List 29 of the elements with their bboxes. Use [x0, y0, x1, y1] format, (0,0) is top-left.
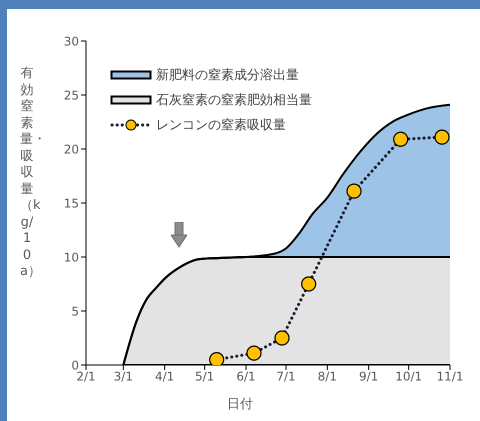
y-tick-label: 10 — [64, 250, 79, 264]
text: 有効窒素量・吸収量（kg/10a） — [20, 66, 46, 279]
x-tick-label: 4/1 — [155, 370, 174, 384]
x-tick-label: 2/1 — [76, 370, 96, 384]
y-tick-label: 25 — [64, 88, 79, 102]
x-tick-label: 6/1 — [236, 370, 256, 384]
x-tick-label: 3/1 — [114, 370, 133, 384]
y-tick-label: 20 — [64, 142, 79, 156]
point — [346, 184, 362, 199]
y-tick-label: 5 — [71, 304, 79, 318]
y-tick-label: 15 — [64, 196, 79, 210]
legend-label: 石灰窒素の窒素肥効相当量 — [156, 92, 312, 108]
x-tick-label: 5/1 — [195, 370, 214, 384]
x-tick-label: 11/1 — [436, 370, 464, 384]
point — [274, 330, 290, 346]
x-tick-label: 10/1 — [395, 370, 422, 384]
point — [301, 276, 316, 292]
x-tick-label: 8/1 — [318, 370, 337, 384]
point — [209, 352, 224, 365]
y-tick-label: 30 — [64, 34, 79, 48]
point — [434, 130, 450, 145]
legend-label: 新肥料の窒素成分溶出量 — [156, 66, 299, 84]
x-tick-label: 7/1 — [276, 370, 296, 384]
y-tick-label: 0 — [71, 358, 79, 372]
point — [246, 346, 262, 361]
point — [393, 132, 408, 147]
x-axis-title: 日付 — [226, 396, 254, 413]
x-tick-label: 9/1 — [359, 370, 378, 384]
legend-label: レンコンの窒素吸収量 — [156, 116, 286, 134]
